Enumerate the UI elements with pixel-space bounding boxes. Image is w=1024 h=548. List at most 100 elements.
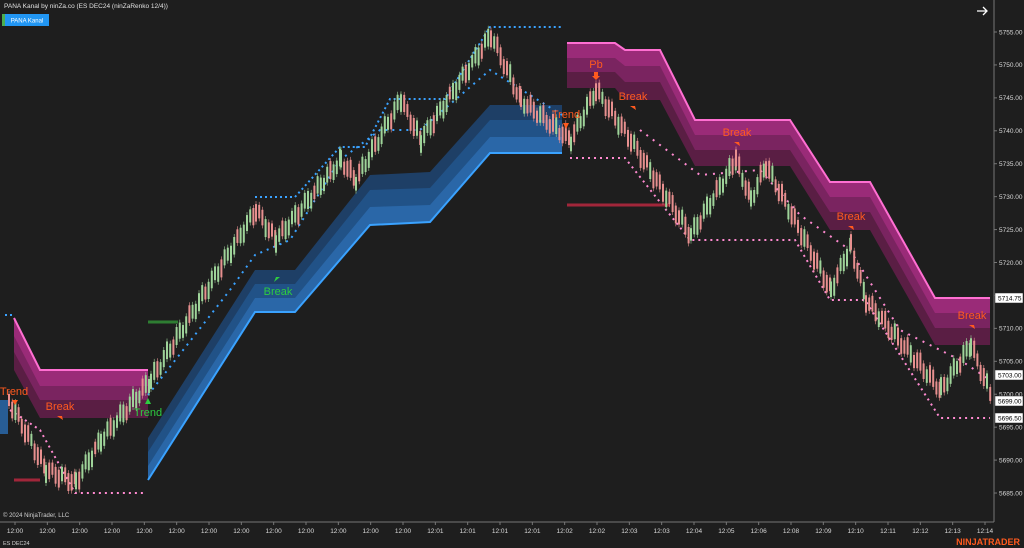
price-bar xyxy=(377,137,380,151)
expand-icon[interactable] xyxy=(977,6,988,16)
price-bar xyxy=(20,418,23,434)
price-bar xyxy=(725,168,728,184)
price-bar xyxy=(822,270,825,288)
price-bar xyxy=(207,281,210,300)
price-bar xyxy=(264,219,267,238)
price-bar xyxy=(787,204,790,220)
price-bar xyxy=(846,248,848,267)
price-bar xyxy=(461,66,464,81)
time-label: 12:00 xyxy=(233,528,250,535)
price-bar xyxy=(868,297,871,311)
price-bar xyxy=(874,303,877,322)
price-bar xyxy=(906,337,909,355)
price-bar xyxy=(426,120,429,133)
price-bar xyxy=(693,217,696,235)
price-bar xyxy=(674,205,677,224)
price-bar xyxy=(297,207,300,225)
price-bar xyxy=(355,176,357,191)
price-bar xyxy=(125,406,128,421)
price-bar xyxy=(116,415,118,428)
price-bar xyxy=(526,99,529,114)
price-bar xyxy=(474,47,477,64)
price-bar xyxy=(27,425,30,442)
price-bar xyxy=(43,458,46,474)
price-axis: 5755.00 5750.00 5745.00 5740.00 5735.00 5730.… xyxy=(994,29,1024,497)
indicator-button-label[interactable]: PANA Kanal xyxy=(11,19,44,25)
time-label: 12:02 xyxy=(557,528,574,535)
time-label: 12:11 xyxy=(880,528,896,535)
signal-label: Break xyxy=(723,127,752,139)
price-bar xyxy=(731,158,734,175)
price-bar xyxy=(579,116,582,129)
time-label: 12:05 xyxy=(718,528,735,535)
price-bar xyxy=(884,310,887,329)
price-bar xyxy=(204,286,207,300)
price-bar xyxy=(439,101,442,116)
price-bar xyxy=(973,340,976,358)
price-bar xyxy=(658,174,661,190)
price-bar xyxy=(532,101,535,119)
price-bars xyxy=(8,25,992,495)
price-bar xyxy=(633,134,636,149)
price-bar xyxy=(989,387,992,401)
time-label: 12:00 xyxy=(298,528,315,535)
price-bar xyxy=(40,449,42,464)
price-bar xyxy=(367,151,370,168)
price-bar xyxy=(897,327,899,346)
price-bar xyxy=(938,381,941,398)
price-bar xyxy=(617,116,620,135)
price-bar xyxy=(67,473,70,492)
price-bar xyxy=(982,368,985,387)
time-label: 12:10 xyxy=(848,528,865,535)
price-bar xyxy=(45,465,47,483)
price-bar xyxy=(156,361,159,378)
price-label: 5685.00 xyxy=(999,490,1023,497)
price-bar xyxy=(166,341,168,360)
price-bar xyxy=(529,94,532,113)
price-bar xyxy=(30,433,33,446)
price-bar xyxy=(153,361,156,380)
price-bar xyxy=(793,208,796,225)
price-label: 5690.00 xyxy=(999,457,1023,464)
price-bar xyxy=(790,206,793,225)
price-bar xyxy=(601,91,604,104)
price-tag-label: 5703.00 xyxy=(998,372,1022,379)
price-bar xyxy=(87,452,90,471)
price-bar xyxy=(862,281,865,300)
price-bar xyxy=(573,124,576,143)
arrow xyxy=(12,400,18,405)
price-bar xyxy=(943,376,946,393)
price-bar xyxy=(968,343,971,357)
indicator-button[interactable] xyxy=(2,14,49,26)
price-bar xyxy=(747,181,750,200)
time-label: 12:13 xyxy=(945,528,962,535)
price-bar xyxy=(842,253,845,272)
price-bar xyxy=(649,162,652,179)
price-bar xyxy=(771,165,774,182)
price-bar xyxy=(100,433,102,452)
price-bar xyxy=(138,390,141,404)
price-bar xyxy=(750,190,752,207)
price-bar xyxy=(900,338,903,354)
price-bar xyxy=(576,114,579,132)
price-bar xyxy=(671,195,674,212)
price-label: 5750.00 xyxy=(999,62,1023,69)
price-bar xyxy=(800,228,803,246)
time-label: 12:12 xyxy=(912,528,929,535)
price-bar xyxy=(487,28,490,47)
price-bar xyxy=(409,114,412,131)
price-bar xyxy=(630,133,632,152)
time-label: 12:00 xyxy=(169,528,186,535)
price-bar xyxy=(97,432,100,450)
price-bar xyxy=(940,377,942,396)
price-bar xyxy=(765,161,767,177)
price-bar xyxy=(687,227,690,244)
price-bar xyxy=(893,323,896,340)
price-bar xyxy=(909,345,912,363)
price-bar xyxy=(364,159,367,173)
price-bar xyxy=(188,305,191,323)
price-bar xyxy=(185,316,188,334)
price-bar xyxy=(699,215,702,230)
price-bar xyxy=(349,159,352,178)
